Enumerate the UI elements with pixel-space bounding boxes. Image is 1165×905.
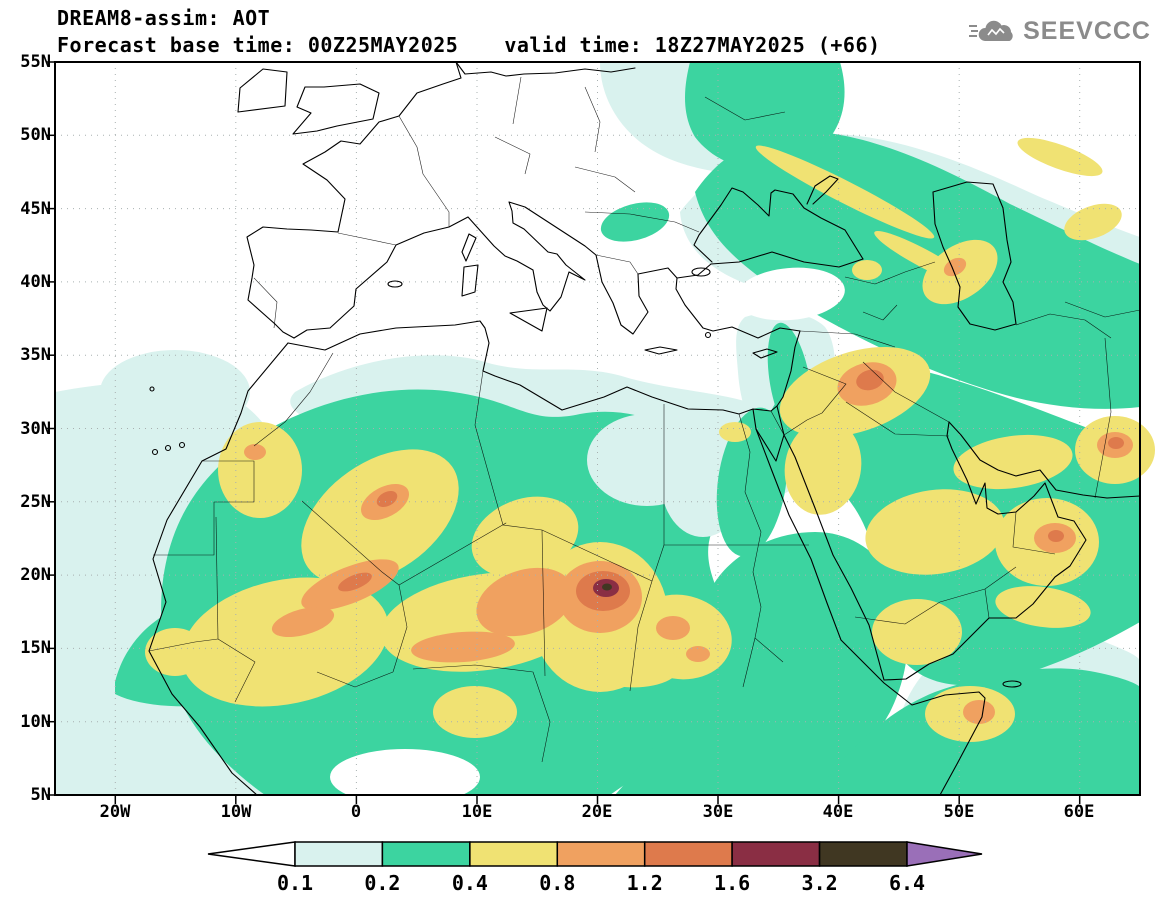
lon-tick-label: 60E bbox=[1063, 802, 1095, 822]
colorbar-label: 0.4 bbox=[452, 871, 488, 895]
lon-tick-label: 10W bbox=[220, 802, 252, 822]
seevccc-logo: SEEVCCC bbox=[969, 16, 1151, 46]
lat-tick-label: 50N bbox=[20, 125, 51, 145]
forecast-base-time: Forecast base time: 00Z25MAY2025 bbox=[57, 33, 459, 57]
page-title: DREAM8-assim: AOT bbox=[57, 6, 271, 30]
lat-tick-label: 10N bbox=[20, 712, 51, 732]
aot-map bbox=[46, 61, 1155, 805]
lat-tick-label: 5N bbox=[30, 785, 51, 805]
contour-fills bbox=[55, 62, 1155, 805]
lon-tick-label: 10E bbox=[461, 802, 493, 822]
lon-tick-label: 20E bbox=[581, 802, 613, 822]
colorbar-label: 0.8 bbox=[539, 871, 575, 895]
colorbar-label: 1.2 bbox=[627, 871, 663, 895]
header: DREAM8-assim: AOT Forecast base time: 00… bbox=[57, 6, 881, 57]
lon-tick-label: 40E bbox=[822, 802, 854, 822]
colorbar-label: 1.6 bbox=[714, 871, 750, 895]
tick-marks bbox=[46, 61, 1081, 804]
lon-tick-label: 30E bbox=[702, 802, 734, 822]
colorbar-under-arrow bbox=[207, 841, 296, 867]
valid-time: valid time: 18Z27MAY2025 (+66) bbox=[504, 33, 881, 57]
colorbar-label: 3.2 bbox=[802, 871, 838, 895]
colorbar-over-arrow bbox=[906, 841, 983, 867]
lat-tick-label: 45N bbox=[20, 199, 51, 219]
lat-tick-label: 30N bbox=[20, 419, 51, 439]
country-borders bbox=[148, 76, 1141, 763]
lat-tick-label: 25N bbox=[20, 492, 51, 512]
logo-text: SEEVCCC bbox=[1023, 16, 1151, 45]
colorbar: 0.1 0.2 0.4 0.8 1.2 1.6 3.2 6.4 bbox=[207, 841, 983, 895]
lat-tick-label: 15N bbox=[20, 638, 51, 658]
lon-tick-label: 0 bbox=[350, 802, 362, 822]
lat-tick-label: 20N bbox=[20, 565, 51, 585]
lat-tick-label: 55N bbox=[20, 52, 51, 72]
cloud-icon bbox=[969, 20, 1013, 41]
colorbar-label: 0.2 bbox=[364, 871, 400, 895]
gridlines bbox=[55, 62, 1140, 795]
coastlines bbox=[148, 61, 1141, 796]
lon-tick-label: 20W bbox=[99, 802, 131, 822]
header-times: Forecast base time: 00Z25MAY2025 valid ti… bbox=[57, 33, 881, 57]
colorbar-label: 6.4 bbox=[889, 871, 925, 895]
colorbar-label: 0.1 bbox=[277, 871, 313, 895]
lon-tick-label: 50E bbox=[943, 802, 975, 822]
lat-tick-label: 35N bbox=[20, 345, 51, 365]
lat-tick-label: 40N bbox=[20, 272, 51, 292]
map-frame bbox=[54, 61, 1141, 796]
